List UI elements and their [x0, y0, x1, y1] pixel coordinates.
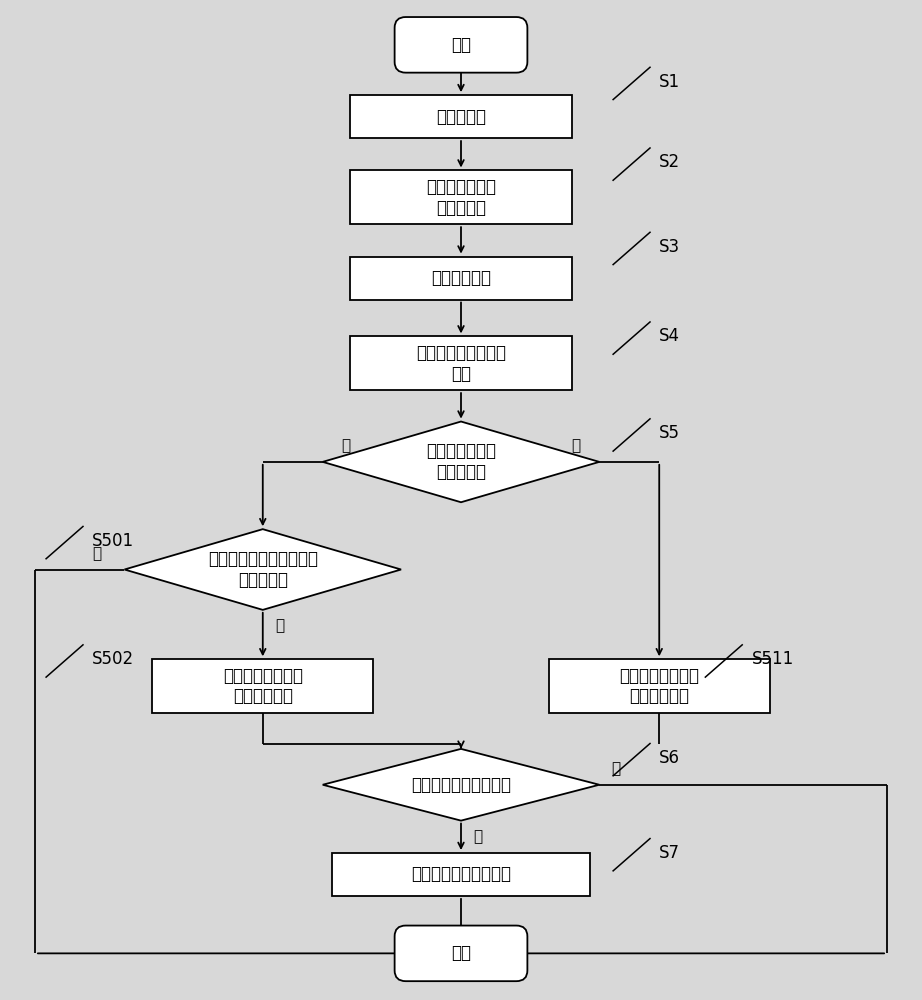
Text: 计算负载转移的最优
分配: 计算负载转移的最优 分配 [416, 344, 506, 383]
Text: 负载从可再生能源
转移至电网端: 负载从可再生能源 转移至电网端 [620, 667, 699, 705]
Text: 预测转移数目: 预测转移数目 [431, 269, 491, 287]
Text: S5: S5 [659, 424, 680, 442]
Text: 转移数目小于总体数目的
一定比例？: 转移数目小于总体数目的 一定比例？ [207, 550, 318, 589]
Text: 是: 是 [92, 546, 101, 561]
Bar [350, 170, 572, 224]
Polygon shape [323, 422, 599, 502]
Text: S7: S7 [659, 844, 680, 862]
Text: 开始: 开始 [451, 36, 471, 54]
Text: 否: 否 [275, 619, 284, 634]
Bar [350, 95, 572, 138]
Text: S1: S1 [659, 73, 680, 91]
FancyBboxPatch shape [395, 926, 527, 981]
Text: S501: S501 [92, 532, 135, 550]
Text: 否: 否 [473, 829, 482, 844]
Bar [350, 336, 572, 390]
Text: 否: 否 [572, 438, 581, 453]
Polygon shape [124, 529, 401, 610]
Text: 启动蓄电池组紧急预案: 启动蓄电池组紧急预案 [411, 865, 511, 883]
Bar [332, 853, 590, 896]
Text: S4: S4 [659, 327, 680, 345]
Bar [350, 257, 572, 300]
Text: 是: 是 [341, 438, 350, 453]
Text: 可再生电能供给
多于需求？: 可再生电能供给 多于需求？ [426, 442, 496, 481]
Text: S511: S511 [751, 650, 794, 668]
Text: S6: S6 [659, 749, 680, 767]
Text: 启用负载单元的
排序分级？: 启用负载单元的 排序分级？ [426, 178, 496, 217]
Text: S3: S3 [659, 238, 680, 256]
Text: S2: S2 [659, 153, 680, 171]
Text: 负载单元是否成功转移: 负载单元是否成功转移 [411, 776, 511, 794]
FancyBboxPatch shape [395, 17, 527, 73]
Text: S502: S502 [92, 650, 135, 668]
Polygon shape [323, 749, 599, 821]
Text: 结束: 结束 [451, 944, 471, 962]
Text: 初始化设备: 初始化设备 [436, 108, 486, 126]
Bar [549, 659, 770, 713]
Bar [152, 659, 373, 713]
Text: 负载从电网转移至
可再生能源端: 负载从电网转移至 可再生能源端 [223, 667, 302, 705]
Text: 是: 是 [611, 761, 621, 776]
